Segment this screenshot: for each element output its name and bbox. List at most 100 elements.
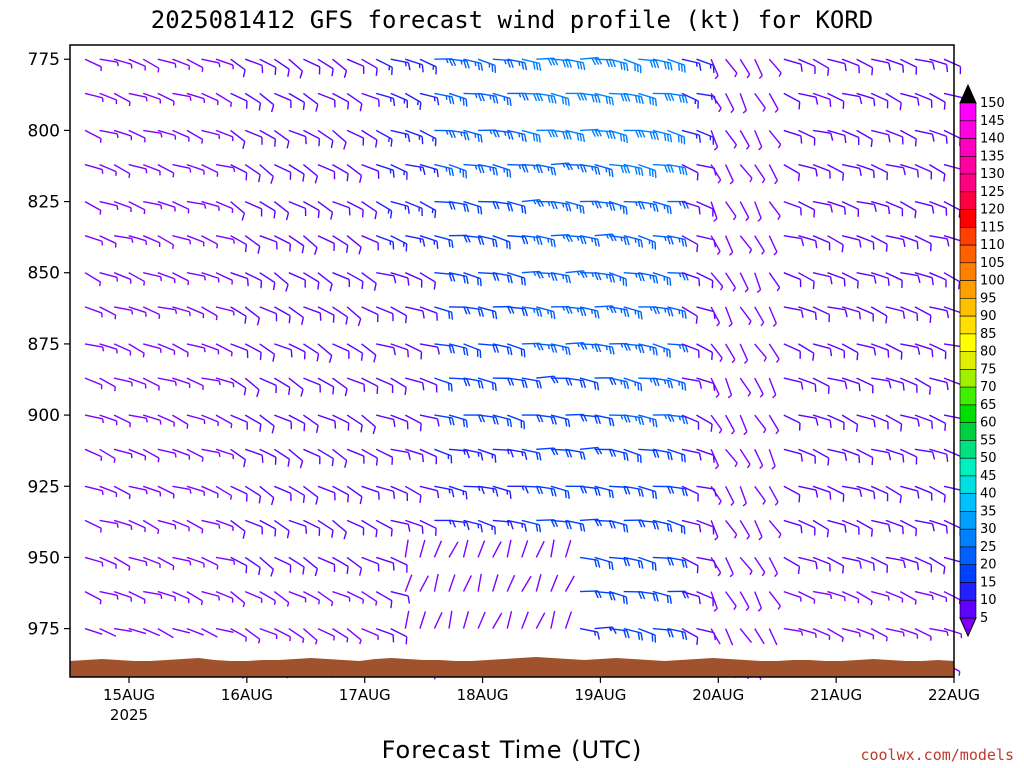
wind-barb: [317, 201, 334, 220]
wind-barb: [157, 519, 177, 530]
colorbar-swatch: [959, 297, 977, 317]
wind-barb: [681, 485, 699, 502]
colorbar-tick-label: 135: [980, 149, 1005, 164]
wind-barb: [113, 235, 134, 243]
colorbar-swatch: [959, 440, 977, 459]
wind-barb: [900, 343, 921, 355]
wind-barb: [798, 590, 816, 604]
wind-barb: [725, 272, 736, 292]
wind-barb: [142, 414, 162, 425]
wind-barb: [244, 628, 261, 644]
wind-barb: [492, 574, 499, 592]
wind-barb: [317, 414, 337, 429]
wind-barb: [550, 519, 572, 530]
wind-barb: [201, 448, 221, 458]
wind-barb: [186, 627, 204, 636]
wind-barb: [579, 485, 601, 497]
wind-barb: [84, 556, 104, 567]
wind-barb: [404, 92, 422, 111]
wind-barb: [462, 539, 469, 558]
wind-barb: [201, 200, 220, 211]
wind-barb: [812, 272, 833, 285]
wind-barb: [288, 92, 306, 111]
wind-barb: [724, 414, 735, 435]
wind-barb: [841, 129, 860, 146]
wind-barb: [419, 129, 437, 147]
wind-barb: [274, 414, 293, 430]
wind-barb: [434, 448, 453, 464]
wind-barb: [201, 129, 221, 140]
wind-barb: [594, 590, 616, 601]
wind-barb: [914, 129, 935, 142]
wind-barb: [332, 58, 348, 79]
wind-barb: [113, 163, 131, 178]
wind-barb: [143, 129, 163, 138]
wind-barb: [798, 272, 815, 290]
wind-barb: [812, 414, 832, 429]
wind-barb: [434, 163, 454, 177]
wind-barb: [536, 306, 556, 320]
wind-barb: [346, 556, 363, 576]
wind-barb: [507, 129, 527, 143]
wind-barb: [929, 129, 948, 144]
colorbar-swatch: [959, 369, 977, 388]
wind-barb: [259, 306, 278, 322]
wind-barb: [361, 163, 380, 179]
wind-barb: [827, 590, 846, 602]
wind-barb: [390, 414, 409, 430]
wind-barb: [565, 448, 586, 461]
wind-barb: [288, 272, 306, 288]
wind-barb: [710, 93, 722, 113]
colorbar-tick-label: 65: [980, 398, 997, 413]
wind-barb: [346, 92, 363, 112]
colorbar-swatch: [959, 280, 977, 299]
wind-barb: [215, 414, 233, 429]
wind-barb: [201, 235, 219, 249]
wind-barb: [157, 590, 176, 602]
wind-barb: [798, 163, 818, 177]
wind-barb: [783, 485, 801, 503]
wind-barb: [303, 343, 320, 362]
wind-barb: [113, 377, 133, 387]
wind-barb: [827, 200, 847, 215]
wind-barb: [346, 377, 366, 392]
wind-barb: [99, 448, 116, 463]
wind-barb: [550, 574, 559, 592]
wind-barb: [84, 58, 103, 72]
wind-barb: [186, 343, 206, 353]
wind-barb: [332, 485, 350, 503]
wind-barb: [768, 129, 782, 149]
wind-barb: [885, 163, 906, 176]
wind-barb: [783, 92, 801, 110]
wind-barb: [376, 414, 396, 428]
wind-barb: [332, 306, 349, 325]
wind-barb: [929, 306, 950, 319]
wind-barb: [492, 200, 514, 212]
wind-barb: [332, 590, 351, 602]
wind-barb: [448, 343, 469, 356]
wind-barb: [507, 58, 528, 71]
wind-barb: [871, 448, 892, 461]
wind-barb: [477, 306, 498, 320]
wind-barb: [739, 628, 753, 644]
wind-barb: [244, 556, 261, 576]
colorbar-tick-label: 110: [980, 238, 1005, 253]
wind-barb: [346, 343, 364, 361]
wind-barb: [696, 519, 715, 535]
wind-barb: [768, 591, 781, 610]
wind-barb: [448, 610, 453, 629]
wind-barb: [594, 163, 614, 178]
wind-barb: [609, 92, 631, 102]
wind-barb: [899, 519, 918, 537]
colorbar-tick-label: 80: [980, 345, 997, 360]
colorbar-swatch: [959, 457, 977, 477]
wind-barb: [172, 448, 191, 460]
wind-barb: [710, 377, 720, 398]
wind-barb: [754, 343, 767, 362]
wind-barb: [579, 343, 602, 353]
wind-barb: [215, 200, 234, 213]
wind-barb: [201, 163, 219, 177]
wind-barb: [710, 201, 718, 222]
wind-barb: [201, 272, 220, 283]
wind-barb: [273, 627, 292, 642]
